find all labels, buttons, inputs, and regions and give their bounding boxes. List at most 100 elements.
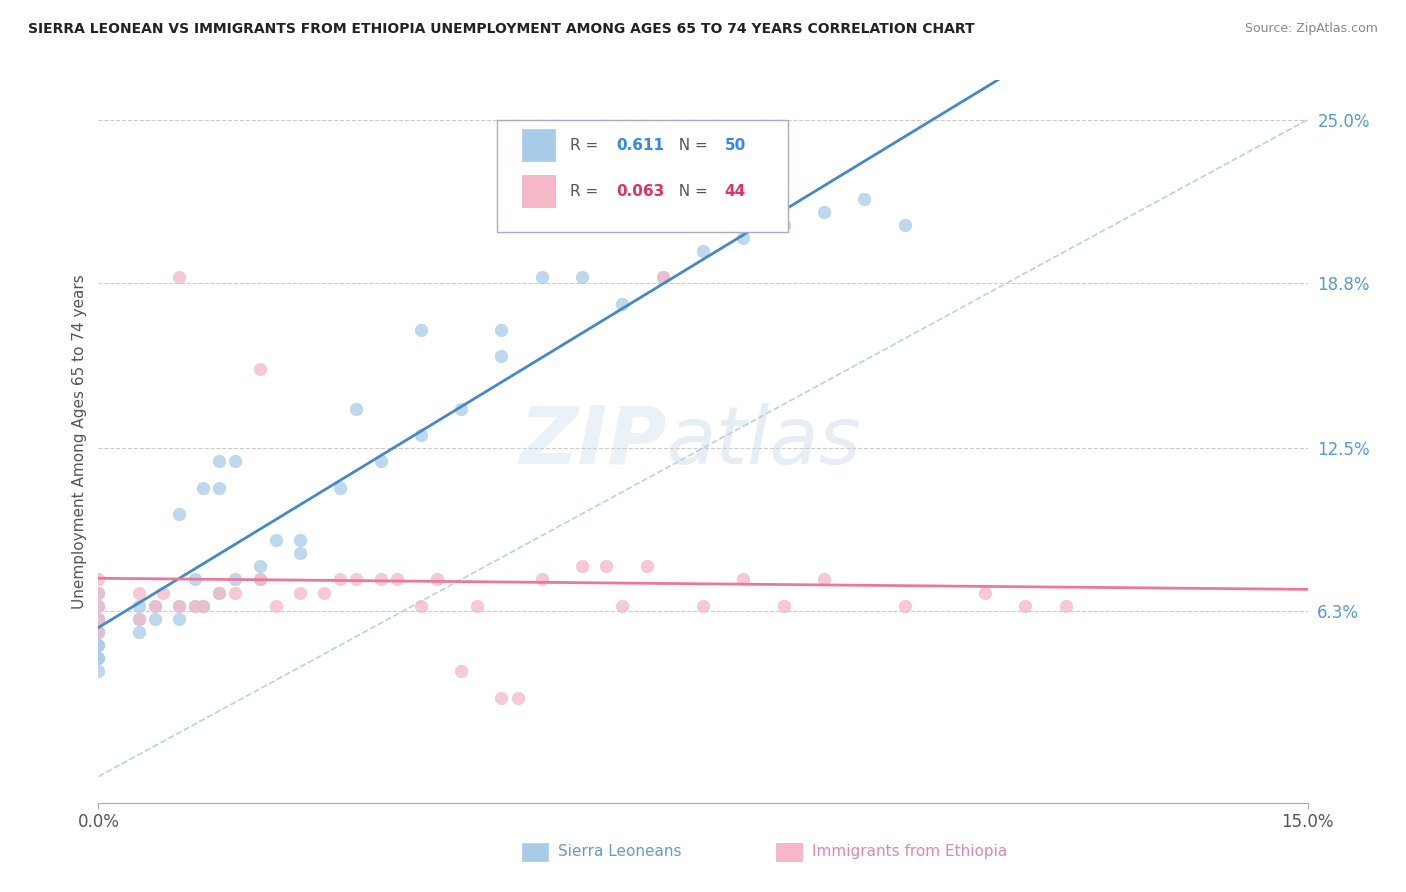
Point <box>264 533 287 547</box>
Point <box>87 651 110 665</box>
Point <box>193 481 215 495</box>
Bar <box>522 175 555 207</box>
Text: R =: R = <box>569 184 603 199</box>
Point <box>893 599 915 613</box>
Point <box>1054 599 1077 613</box>
Bar <box>522 128 555 161</box>
Point <box>370 573 392 587</box>
Point <box>128 612 150 626</box>
Point <box>692 244 714 258</box>
Point <box>152 585 174 599</box>
Point <box>450 665 472 679</box>
Point <box>370 454 392 468</box>
Point <box>288 546 311 560</box>
Point <box>184 573 207 587</box>
Point <box>249 362 271 376</box>
Text: ZIP: ZIP <box>519 402 666 481</box>
Point <box>530 270 553 285</box>
Point <box>465 599 488 613</box>
Point <box>87 638 110 652</box>
Point <box>651 270 673 285</box>
Point <box>208 481 231 495</box>
Text: Sierra Leoneans: Sierra Leoneans <box>558 845 682 859</box>
Point <box>184 599 207 613</box>
Text: Source: ZipAtlas.com: Source: ZipAtlas.com <box>1244 22 1378 36</box>
Point <box>733 573 755 587</box>
Point <box>87 665 110 679</box>
Point <box>128 625 150 640</box>
Point <box>167 270 190 285</box>
Point <box>143 599 166 613</box>
Text: 0.611: 0.611 <box>616 138 664 153</box>
Point <box>87 612 110 626</box>
Point <box>571 270 593 285</box>
Point <box>184 599 207 613</box>
Point <box>128 612 150 626</box>
Point <box>288 585 311 599</box>
Point <box>224 573 246 587</box>
Point <box>208 585 231 599</box>
Text: N =: N = <box>669 184 713 199</box>
Text: Immigrants from Ethiopia: Immigrants from Ethiopia <box>811 845 1007 859</box>
Point <box>772 599 794 613</box>
Bar <box>522 843 548 861</box>
Text: N =: N = <box>669 138 713 153</box>
Point <box>772 218 794 232</box>
Point <box>974 585 997 599</box>
Point <box>491 349 513 363</box>
Point <box>733 231 755 245</box>
Point <box>426 573 449 587</box>
Point <box>636 559 658 574</box>
Point <box>249 559 271 574</box>
Point <box>329 481 352 495</box>
Point <box>87 651 110 665</box>
Point <box>87 625 110 640</box>
Point <box>344 401 367 416</box>
Point <box>249 573 271 587</box>
Point <box>813 573 835 587</box>
Text: atlas: atlas <box>666 402 862 481</box>
Point <box>87 585 110 599</box>
Point <box>893 218 915 232</box>
Point <box>506 690 529 705</box>
Point <box>530 573 553 587</box>
Point <box>208 454 231 468</box>
Point <box>87 599 110 613</box>
Point <box>193 599 215 613</box>
Point <box>571 559 593 574</box>
Point <box>167 599 190 613</box>
Point <box>491 323 513 337</box>
Text: 44: 44 <box>724 184 747 199</box>
Point <box>409 323 432 337</box>
Point <box>87 585 110 599</box>
Point <box>612 296 634 310</box>
Point <box>128 599 150 613</box>
Point <box>87 625 110 640</box>
Point <box>595 559 617 574</box>
Point <box>651 270 673 285</box>
Point <box>167 612 190 626</box>
Point <box>249 573 271 587</box>
Point <box>87 625 110 640</box>
Point <box>409 428 432 442</box>
Point <box>612 599 634 613</box>
Point <box>314 585 336 599</box>
Point <box>288 533 311 547</box>
Point <box>853 192 876 206</box>
Point <box>224 454 246 468</box>
Point <box>344 573 367 587</box>
Point <box>167 507 190 521</box>
Point <box>329 573 352 587</box>
Text: SIERRA LEONEAN VS IMMIGRANTS FROM ETHIOPIA UNEMPLOYMENT AMONG AGES 65 TO 74 YEAR: SIERRA LEONEAN VS IMMIGRANTS FROM ETHIOP… <box>28 22 974 37</box>
Point <box>208 585 231 599</box>
Text: R =: R = <box>569 138 603 153</box>
Point <box>143 612 166 626</box>
Point <box>87 599 110 613</box>
Point <box>87 573 110 587</box>
Point <box>491 690 513 705</box>
Point <box>193 599 215 613</box>
Point <box>409 599 432 613</box>
Point <box>224 585 246 599</box>
Point <box>264 599 287 613</box>
Point <box>813 204 835 219</box>
